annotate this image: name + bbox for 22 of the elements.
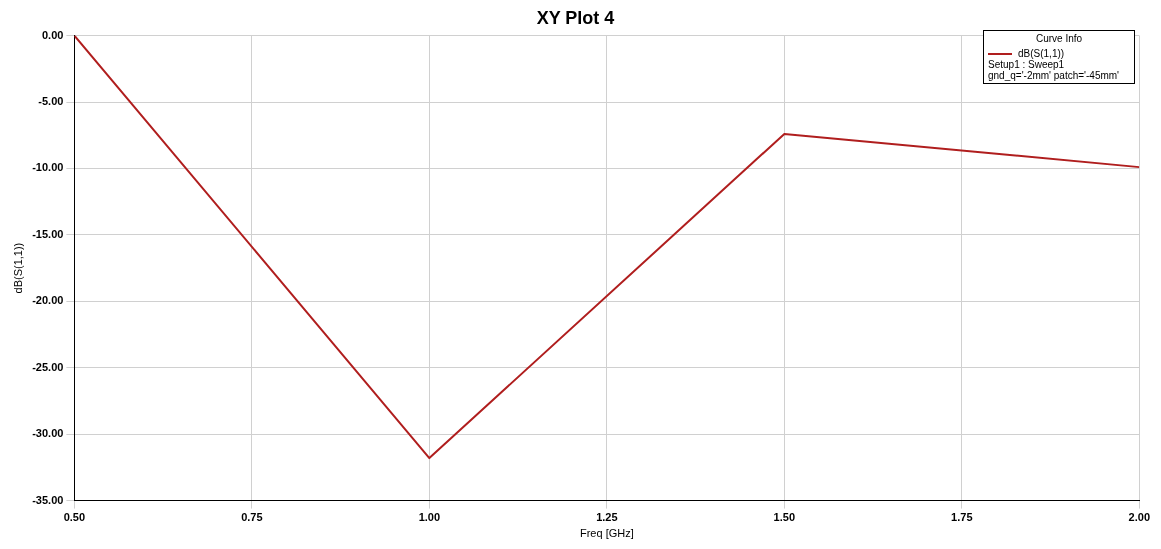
y-tick-label: 0.00 xyxy=(41,28,64,41)
y-tick-label: -5.00 xyxy=(38,95,64,108)
legend-label: dB(S(1,1)) xyxy=(1018,48,1065,59)
legend-title: Curve Info xyxy=(1034,32,1084,46)
x-tick-label: 1.50 xyxy=(773,511,796,524)
x-tick-label: 1.00 xyxy=(418,511,441,524)
y-tick-label: -25.00 xyxy=(32,360,64,373)
annotation: Setup1 : Sweep1 xyxy=(987,59,1065,70)
annotation: gnd_q='-2mm' patch='-45mm' xyxy=(987,70,1121,81)
y-tick-label: -10.00 xyxy=(32,161,64,174)
x-tick-label: 2.00 xyxy=(1128,511,1151,524)
x-tick-label: 1.75 xyxy=(951,511,973,524)
x-tick-label: 0.50 xyxy=(63,511,86,524)
x-tick-label: 0.75 xyxy=(241,511,263,524)
x-tick-label: 1.25 xyxy=(596,511,618,524)
y-tick-label: -30.00 xyxy=(32,427,64,440)
y-tick-label: -35.00 xyxy=(32,493,64,506)
x-axis-title: Freq [GHz] xyxy=(579,527,634,540)
y-axis-title: dB(S(1,1)) xyxy=(11,242,24,294)
chart-title: XY Plot 4 xyxy=(536,7,615,28)
y-tick-label: -15.00 xyxy=(32,227,64,240)
y-tick-label: -20.00 xyxy=(32,294,64,307)
